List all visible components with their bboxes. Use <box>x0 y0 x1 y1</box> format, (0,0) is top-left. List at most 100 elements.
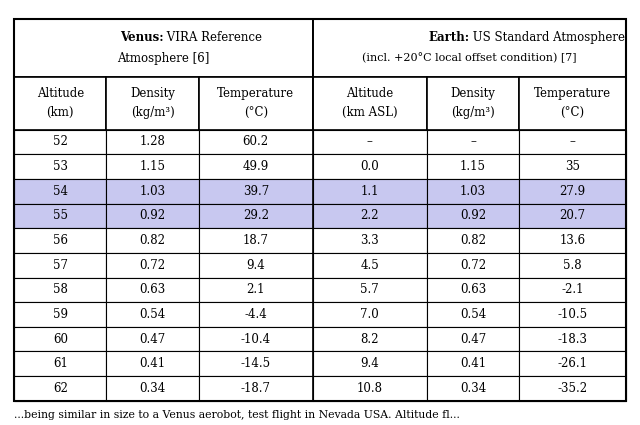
Text: –: – <box>470 136 476 148</box>
Text: (incl. +20°C local offset condition) [7]: (incl. +20°C local offset condition) [7] <box>362 53 577 63</box>
Bar <box>106 154 199 179</box>
Bar <box>199 278 313 302</box>
Bar <box>199 154 313 179</box>
Bar <box>519 154 626 179</box>
Bar <box>199 130 313 154</box>
Bar <box>106 327 199 351</box>
Bar <box>519 376 626 401</box>
Text: –: – <box>570 136 575 148</box>
Bar <box>427 228 519 253</box>
Bar <box>199 327 313 351</box>
Text: 0.47: 0.47 <box>140 333 166 346</box>
Text: 0.82: 0.82 <box>140 234 166 247</box>
Bar <box>14 351 106 376</box>
Bar <box>199 376 313 401</box>
Text: 56: 56 <box>52 234 68 247</box>
Text: Venus:: Venus: <box>120 31 163 44</box>
Bar <box>519 179 626 204</box>
Text: -2.1: -2.1 <box>561 283 584 296</box>
Bar <box>14 228 106 253</box>
Text: 35: 35 <box>565 160 580 173</box>
Bar <box>106 302 199 327</box>
Text: 0.92: 0.92 <box>460 210 486 222</box>
Bar <box>313 253 427 278</box>
Text: (km ASL): (km ASL) <box>342 106 397 119</box>
Bar <box>427 130 519 154</box>
Text: 0.82: 0.82 <box>460 234 486 247</box>
Text: 53: 53 <box>52 160 68 173</box>
Bar <box>14 302 106 327</box>
Text: (kg/m³): (kg/m³) <box>131 106 175 119</box>
Text: 7.0: 7.0 <box>360 308 379 321</box>
Bar <box>199 179 313 204</box>
Bar <box>313 130 427 154</box>
Bar <box>427 76 519 130</box>
Bar <box>199 253 313 278</box>
Bar <box>14 204 106 228</box>
Text: 1.15: 1.15 <box>460 160 486 173</box>
Text: -14.5: -14.5 <box>241 357 271 370</box>
Text: 9.4: 9.4 <box>360 357 379 370</box>
Text: 52: 52 <box>53 136 68 148</box>
Text: -10.5: -10.5 <box>557 308 588 321</box>
Bar <box>14 253 106 278</box>
Bar <box>519 228 626 253</box>
Bar <box>519 76 626 130</box>
Text: 0.63: 0.63 <box>460 283 486 296</box>
Text: 59: 59 <box>52 308 68 321</box>
Text: 1.03: 1.03 <box>140 185 166 198</box>
Text: 4.5: 4.5 <box>360 259 379 272</box>
Text: 1.15: 1.15 <box>140 160 166 173</box>
Text: 13.6: 13.6 <box>559 234 586 247</box>
Text: 0.47: 0.47 <box>460 333 486 346</box>
Bar <box>427 154 519 179</box>
Text: Earth:: Earth: <box>428 31 469 44</box>
Text: 60.2: 60.2 <box>243 136 269 148</box>
Bar <box>14 19 626 401</box>
Text: 0.72: 0.72 <box>460 259 486 272</box>
Text: -18.3: -18.3 <box>557 333 588 346</box>
Bar <box>519 351 626 376</box>
Bar <box>106 351 199 376</box>
Text: -26.1: -26.1 <box>557 357 588 370</box>
Text: (°C): (°C) <box>244 106 268 119</box>
Bar <box>199 302 313 327</box>
Text: 18.7: 18.7 <box>243 234 269 247</box>
Bar <box>519 302 626 327</box>
Text: 0.0: 0.0 <box>360 160 379 173</box>
Bar <box>199 204 313 228</box>
Text: Density: Density <box>451 87 495 100</box>
Bar <box>519 130 626 154</box>
Bar <box>427 351 519 376</box>
Bar <box>106 76 199 130</box>
Bar <box>519 253 626 278</box>
Bar <box>199 76 313 130</box>
Text: (kg/m³): (kg/m³) <box>451 106 495 119</box>
Bar <box>106 278 199 302</box>
Text: -10.4: -10.4 <box>241 333 271 346</box>
Bar <box>106 130 199 154</box>
Bar <box>14 278 106 302</box>
Bar <box>313 228 427 253</box>
Bar <box>313 351 427 376</box>
Text: US Standard Atmosphere: US Standard Atmosphere <box>469 31 625 44</box>
Text: (°C): (°C) <box>561 106 584 119</box>
Text: 2.1: 2.1 <box>246 283 265 296</box>
Text: -35.2: -35.2 <box>557 382 588 395</box>
Text: Altitude: Altitude <box>36 87 84 100</box>
Bar <box>313 376 427 401</box>
Bar <box>14 179 106 204</box>
Text: 57: 57 <box>52 259 68 272</box>
Bar <box>313 19 626 76</box>
Bar <box>427 179 519 204</box>
Text: Altitude: Altitude <box>346 87 394 100</box>
Bar <box>199 351 313 376</box>
Text: 8.2: 8.2 <box>360 333 379 346</box>
Text: Density: Density <box>130 87 175 100</box>
Bar <box>14 327 106 351</box>
Bar <box>14 76 106 130</box>
Bar <box>427 204 519 228</box>
Text: 1.03: 1.03 <box>460 185 486 198</box>
Bar <box>313 327 427 351</box>
Text: 62: 62 <box>53 382 68 395</box>
